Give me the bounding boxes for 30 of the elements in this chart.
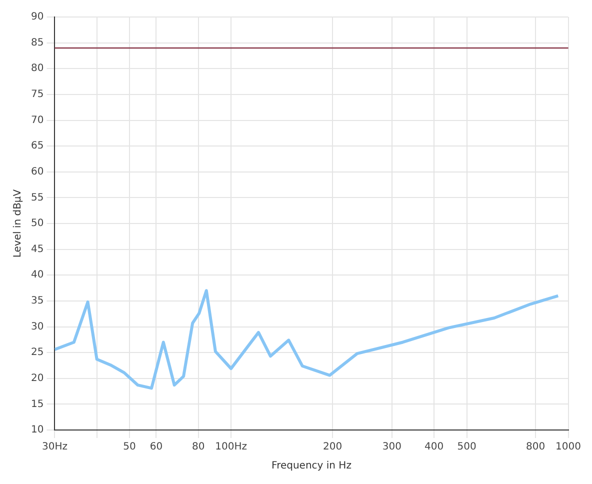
y-tick-label: 30 <box>30 321 44 332</box>
y-tick-label: 35 <box>30 296 44 307</box>
y-tick-label: 85 <box>30 37 44 48</box>
x-tick-label: 300 <box>382 442 402 453</box>
y-tick-label: 20 <box>30 372 44 384</box>
x-tick-label: 1000 <box>556 442 581 453</box>
x-tick-label: 30Hz <box>42 442 68 453</box>
y-tick-label: 55 <box>30 192 44 204</box>
y-tick-label: 10 <box>30 424 44 436</box>
y-tick-label: 60 <box>30 166 44 178</box>
y-tick-label: 90 <box>30 12 44 23</box>
y-tick-label: 40 <box>30 270 44 281</box>
y-tick-label: 70 <box>30 114 44 126</box>
y-tick-label: 75 <box>30 89 44 100</box>
y-axis-title: Level in dBµV <box>12 189 24 258</box>
x-tick-label: 200 <box>323 442 342 453</box>
x-tick-label: 500 <box>457 442 476 453</box>
y-tick-label: 45 <box>30 244 44 255</box>
x-tick-label: 80 <box>192 442 205 453</box>
y-tick-label: 65 <box>30 140 44 152</box>
y-tick-label: 50 <box>30 218 44 230</box>
y-tick-label: 15 <box>30 398 44 410</box>
x-tick-label: 50 <box>123 442 136 453</box>
x-axis-title: Frequency in Hz <box>272 460 352 472</box>
x-tick-label: 100Hz <box>215 442 247 453</box>
y-tick-label: 25 <box>30 347 44 358</box>
x-tick-label: 800 <box>526 442 546 453</box>
x-tick-label: 60 <box>150 442 163 453</box>
y-tick-label: 80 <box>30 63 44 74</box>
x-tick-label: 400 <box>424 442 444 453</box>
